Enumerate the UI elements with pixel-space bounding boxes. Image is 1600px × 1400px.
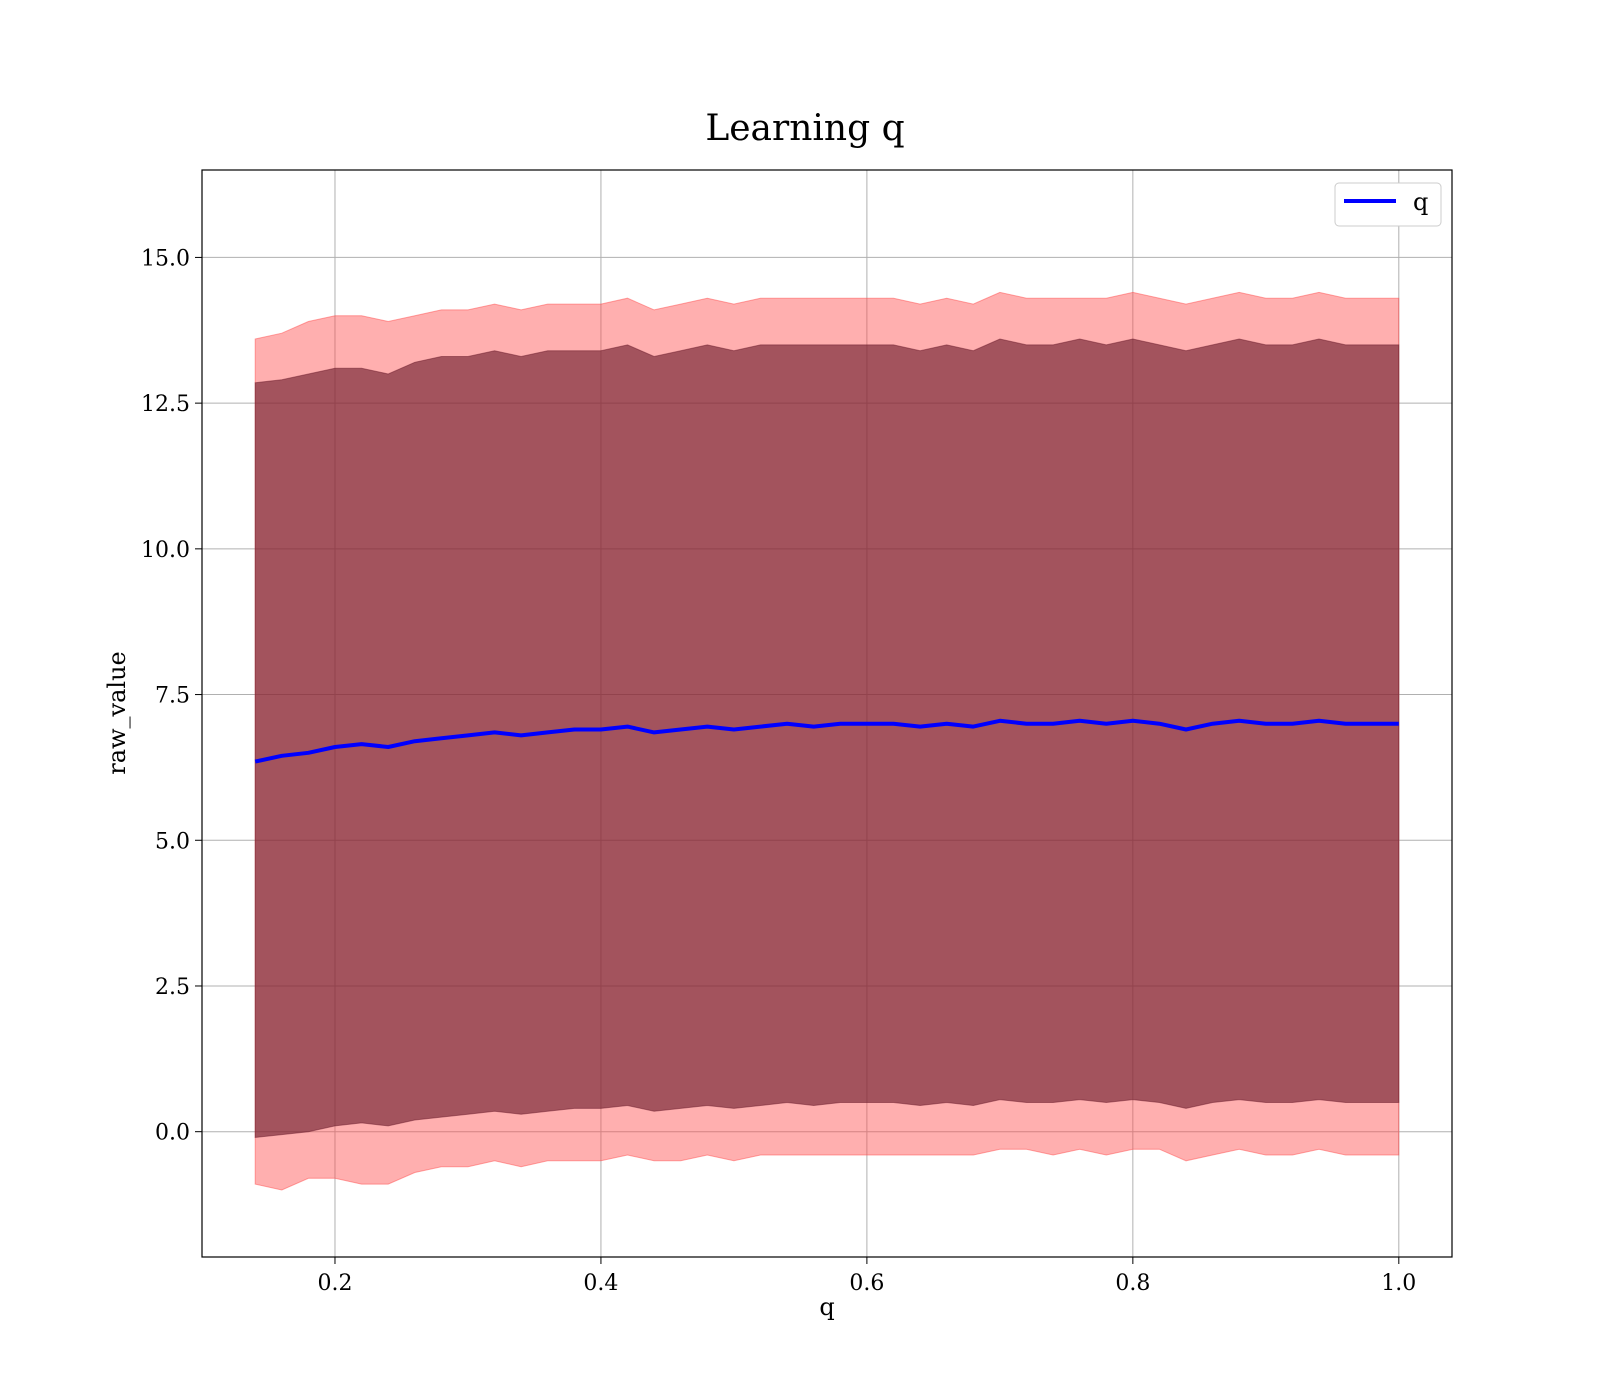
chart-title: Learning q bbox=[705, 108, 904, 149]
y-tick-label: 2.5 bbox=[155, 975, 190, 1000]
bands bbox=[254, 291, 1400, 1191]
y-tick-label: 12.5 bbox=[141, 392, 190, 417]
series-lines bbox=[254, 718, 1399, 764]
y-tick-label: 0.0 bbox=[155, 1121, 190, 1146]
legend-label-q: q bbox=[1413, 188, 1428, 216]
legend: q bbox=[1334, 182, 1442, 227]
y-tick-label: 10.0 bbox=[141, 538, 190, 563]
x-axis: 0.2 0.4 0.6 0.8 1.0 bbox=[317, 1257, 1416, 1296]
series-line-q bbox=[254, 718, 1399, 764]
legend-box bbox=[1334, 182, 1442, 227]
y-axis: 0.0 2.5 5.0 7.5 10.0 12.5 15.0 bbox=[141, 246, 202, 1146]
x-tick-label: 0.8 bbox=[1115, 1271, 1150, 1296]
plot-area bbox=[201, 169, 1453, 1258]
y-tick-label: 5.0 bbox=[155, 829, 190, 854]
y-axis-label: raw_value bbox=[103, 651, 131, 775]
x-tick-label: 1.0 bbox=[1381, 1271, 1416, 1296]
plot-frame bbox=[201, 169, 1453, 1258]
y-tick-label: 7.5 bbox=[155, 684, 190, 709]
band-inner bbox=[254, 338, 1400, 1139]
x-tick-label: 0.4 bbox=[583, 1271, 618, 1296]
x-axis-label: q bbox=[819, 1293, 834, 1321]
y-tick-label: 15.0 bbox=[141, 246, 190, 271]
x-tick-label: 0.6 bbox=[849, 1271, 884, 1296]
x-tick-label: 0.2 bbox=[317, 1271, 352, 1296]
